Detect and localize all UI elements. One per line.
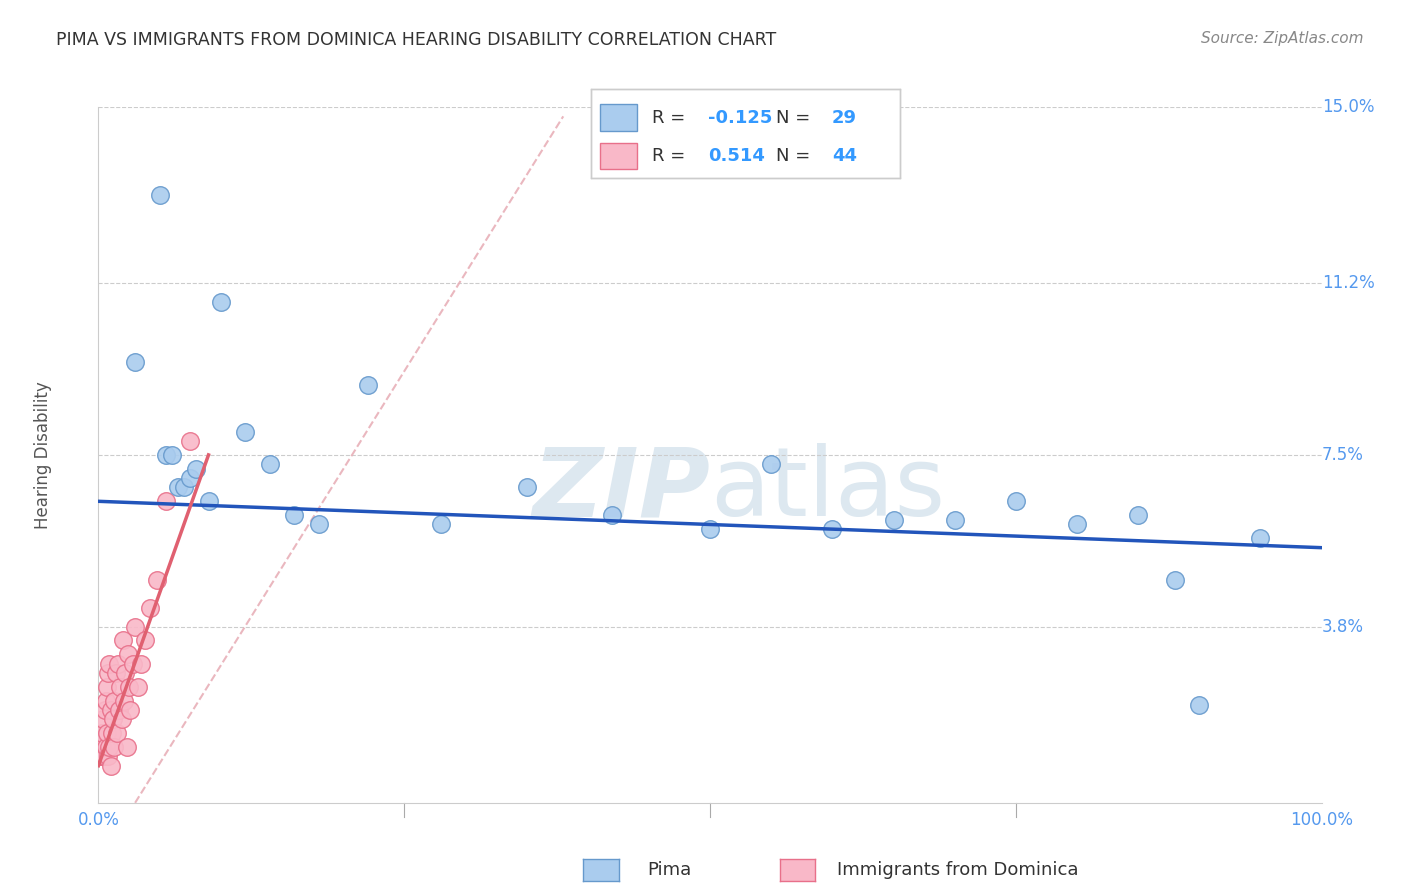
Point — [117, 648, 139, 662]
Text: ZIP: ZIP — [531, 443, 710, 536]
Point — [1249, 532, 1271, 546]
Point — [139, 601, 162, 615]
Point — [101, 726, 124, 740]
Point — [124, 355, 146, 369]
Point — [1128, 508, 1150, 523]
Point — [179, 471, 201, 485]
Point — [173, 480, 195, 494]
Point — [94, 740, 117, 755]
Point — [167, 480, 190, 494]
Text: Hearing Disability: Hearing Disability — [34, 381, 52, 529]
Text: 29: 29 — [832, 109, 856, 127]
Point — [197, 494, 219, 508]
Point — [97, 749, 120, 764]
Point — [115, 740, 138, 755]
Point — [883, 513, 905, 527]
Point — [93, 749, 115, 764]
Point — [124, 619, 146, 633]
Point — [121, 657, 143, 671]
Point — [146, 573, 169, 587]
Point — [98, 740, 121, 755]
Point — [149, 188, 172, 202]
Text: 7.5%: 7.5% — [1322, 446, 1364, 464]
Point — [1004, 494, 1026, 508]
Point — [111, 633, 134, 648]
Text: 0.514: 0.514 — [709, 147, 765, 165]
Text: Pima: Pima — [647, 861, 690, 879]
FancyBboxPatch shape — [600, 143, 637, 169]
Point — [100, 703, 122, 717]
Point — [259, 457, 281, 471]
Point — [430, 517, 453, 532]
Point — [114, 665, 136, 680]
Text: 15.0%: 15.0% — [1322, 98, 1374, 116]
Point — [96, 726, 118, 740]
Point — [98, 657, 121, 671]
Point — [120, 703, 142, 717]
FancyBboxPatch shape — [600, 104, 637, 131]
Point — [129, 657, 152, 671]
Point — [91, 749, 114, 764]
Text: PIMA VS IMMIGRANTS FROM DOMINICA HEARING DISABILITY CORRELATION CHART: PIMA VS IMMIGRANTS FROM DOMINICA HEARING… — [56, 31, 776, 49]
Point — [308, 517, 330, 532]
Text: 3.8%: 3.8% — [1322, 617, 1364, 635]
Point — [155, 494, 177, 508]
Point — [101, 712, 124, 726]
Point — [91, 726, 114, 740]
Point — [104, 665, 127, 680]
Point — [110, 680, 132, 694]
Point — [515, 480, 537, 494]
Point — [107, 657, 129, 671]
Text: 11.2%: 11.2% — [1322, 275, 1375, 293]
Point — [233, 425, 256, 439]
Text: 0.0%: 0.0% — [77, 811, 120, 830]
Point — [89, 749, 111, 764]
Point — [160, 448, 183, 462]
Point — [112, 694, 135, 708]
Point — [1164, 573, 1187, 587]
Point — [1188, 698, 1211, 713]
Point — [155, 448, 177, 462]
Point — [179, 434, 201, 448]
Text: 44: 44 — [832, 147, 856, 165]
Point — [90, 749, 112, 764]
Point — [91, 740, 114, 755]
Text: R =: R = — [652, 109, 692, 127]
Point — [127, 680, 149, 694]
Point — [91, 712, 114, 726]
Point — [96, 680, 118, 694]
Point — [111, 712, 134, 726]
Text: 100.0%: 100.0% — [1291, 811, 1353, 830]
Text: atlas: atlas — [710, 443, 945, 536]
Text: N =: N = — [776, 109, 815, 127]
Point — [821, 522, 844, 536]
Point — [94, 694, 117, 708]
Point — [943, 513, 966, 527]
Point — [134, 633, 156, 648]
Text: Immigrants from Dominica: Immigrants from Dominica — [837, 861, 1078, 879]
Point — [186, 462, 208, 476]
Text: -0.125: -0.125 — [709, 109, 772, 127]
Point — [209, 294, 232, 309]
Text: R =: R = — [652, 147, 692, 165]
Point — [118, 680, 141, 694]
Point — [699, 522, 721, 536]
Point — [93, 703, 115, 717]
Point — [108, 703, 131, 717]
Point — [105, 726, 128, 740]
Point — [103, 694, 125, 708]
Point — [356, 378, 378, 392]
Point — [1066, 517, 1088, 532]
Text: Source: ZipAtlas.com: Source: ZipAtlas.com — [1201, 31, 1364, 46]
Point — [283, 508, 305, 523]
Point — [97, 665, 120, 680]
Text: N =: N = — [776, 147, 815, 165]
Point — [100, 758, 122, 772]
Point — [600, 508, 623, 523]
Point — [103, 740, 125, 755]
Point — [761, 457, 783, 471]
